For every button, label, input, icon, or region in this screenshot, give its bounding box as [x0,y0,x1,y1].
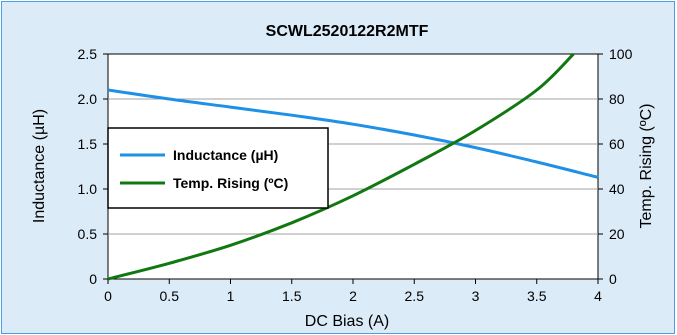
left-tick-label: 2.0 [78,91,98,107]
left-tick-label: 0 [89,271,97,287]
legend-box [107,127,329,209]
legend: Inductance (µH) Temp. Rising (ºC) [107,127,329,209]
x-axis-label: DC Bias (A) [305,313,389,330]
right-tick-label: 0 [609,271,617,287]
left-tick-label: 0.5 [78,226,98,242]
right-axis-label: Temp. Rising (ºC) [638,104,655,229]
left-tick-label: 1.0 [78,181,98,197]
x-tick-label: 0 [104,288,112,304]
series-line-inductance [107,88,599,179]
right-tick-label: 40 [609,181,625,197]
left-tick-label: 1.5 [78,136,98,152]
x-axis-ticks: 0 0.5 1 1.5 2 2.5 3 3.5 4 [104,279,602,304]
x-tick-label: 2.5 [405,288,425,304]
series-group [107,52,599,281]
right-tick-label: 20 [609,226,625,242]
left-axis-label: Inductance (µH) [31,109,48,223]
right-tick-label: 60 [609,136,625,152]
x-tick-label: 0.5 [160,288,180,304]
x-tick-label: 1 [227,288,235,304]
x-tick-label: 1.5 [282,288,302,304]
x-tick-label: 3.5 [527,288,547,304]
legend-label-temp: Temp. Rising (ºC) [173,175,288,191]
right-tick-label: 80 [609,91,625,107]
chart-title: SCWL2520122R2MTF [266,23,429,40]
right-tick-label: 100 [609,46,633,62]
right-axis-ticks: 0 20 40 60 80 100 [598,46,633,287]
x-tick-label: 3 [472,288,480,304]
x-tick-label: 2 [349,288,357,304]
x-tick-label: 4 [594,288,602,304]
legend-label-inductance: Inductance (µH) [173,147,278,163]
left-tick-label: 2.5 [78,46,98,62]
left-axis-ticks: 0 0.5 1.0 1.5 2.0 2.5 [78,46,108,287]
series-line-temp [107,52,575,281]
